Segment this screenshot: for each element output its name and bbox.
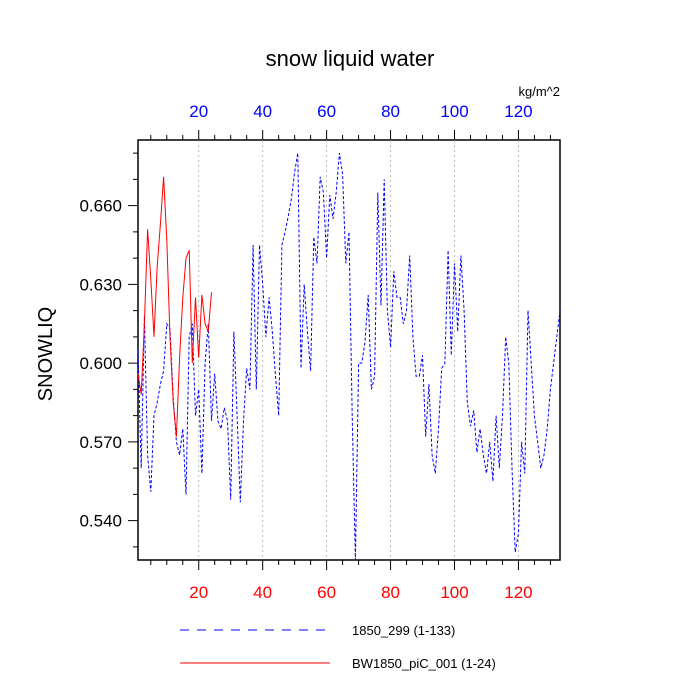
- y-tick-label: 0.630: [79, 275, 122, 294]
- x-tick-labels-bottom: 20 40 60 80 100 120: [189, 583, 532, 602]
- chart-title: snow liquid water: [266, 46, 435, 71]
- x-tick-labels-top: 20 40 60 80 100 120: [189, 102, 532, 121]
- x-tick-label-bottom: 40: [253, 583, 272, 602]
- series-line: [137, 176, 212, 437]
- y-tick-label: 0.660: [79, 197, 122, 216]
- x-tick-label-top: 80: [381, 102, 400, 121]
- x-tick-label-bottom: 120: [504, 583, 532, 602]
- legend-label: BW1850_piC_001 (1-24): [352, 656, 496, 671]
- x-tick-label-top: 100: [440, 102, 468, 121]
- legend-label: 1850_299 (1-133): [352, 623, 455, 638]
- x-tick-label-bottom: 80: [381, 583, 400, 602]
- y-tick-labels: 0.540 0.570 0.600 0.630 0.660: [79, 197, 122, 531]
- y-axis-label: SNOWLIQ: [35, 307, 57, 401]
- x-tick-label-top: 60: [317, 102, 336, 121]
- series-line: [137, 153, 561, 561]
- series-lines: [137, 153, 561, 561]
- x-tick-label-top: 20: [189, 102, 208, 121]
- x-gridlines: [198, 140, 519, 560]
- x-tick-label-top: 40: [253, 102, 272, 121]
- y-tick-label: 0.570: [79, 433, 122, 452]
- x-tick-label-bottom: 20: [189, 583, 208, 602]
- x-ticks: [150, 130, 551, 570]
- y-tick-label: 0.600: [79, 354, 122, 373]
- x-tick-label-bottom: 100: [440, 583, 468, 602]
- y-ticks: [128, 152, 138, 548]
- y-tick-label: 0.540: [79, 512, 122, 531]
- units-label: kg/m^2: [518, 84, 560, 99]
- legend: 1850_299 (1-133) BW1850_piC_001 (1-24): [180, 623, 496, 671]
- plot-frame: [137, 139, 561, 561]
- x-tick-label-bottom: 60: [317, 583, 336, 602]
- x-tick-label-top: 120: [504, 102, 532, 121]
